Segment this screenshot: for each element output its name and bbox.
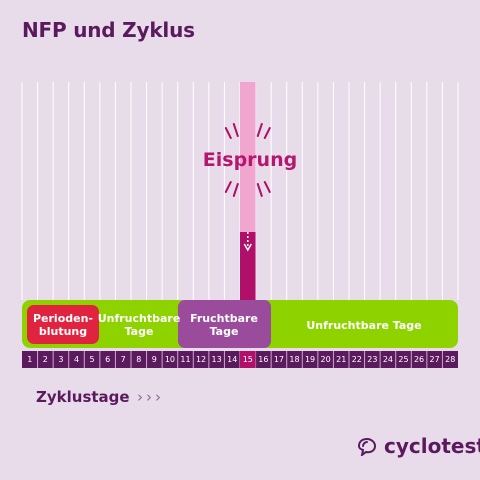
day-label: 5 (89, 355, 95, 364)
day-label: 23 (367, 355, 378, 364)
burst-ray (256, 183, 263, 197)
day-label: 25 (398, 355, 409, 364)
burst-ray (232, 183, 239, 197)
day-label: 16 (258, 355, 269, 364)
burst-ray (224, 127, 232, 139)
day-label: 8 (136, 355, 142, 364)
day-label: 22 (351, 355, 362, 364)
down-arrow-icon (243, 232, 252, 252)
day-label: 24 (382, 355, 394, 364)
fertile-phase-box (178, 300, 271, 348)
day-label: 17 (273, 355, 285, 364)
day-label: 3 (58, 355, 64, 364)
burst-ray (256, 123, 263, 137)
chevrons-icon: ››› (137, 388, 164, 406)
day-label: 28 (445, 355, 456, 364)
burst-ray (224, 181, 232, 193)
infertile-after-label: Unfruchtbare Tage (306, 318, 422, 332)
day-label: 10 (164, 355, 176, 364)
ovulation-column-dark (240, 232, 256, 322)
day-label: 19 (304, 355, 316, 364)
page-title: NFP und Zyklus (22, 18, 195, 42)
ovulation-label: Eisprung (202, 149, 298, 171)
burst-ray (232, 123, 239, 137)
day-label: 21 (336, 355, 347, 364)
day-label: 15 (242, 355, 253, 364)
axis-label: Zyklustage (36, 388, 130, 406)
burst-ray (263, 127, 271, 139)
day-label: 27 (429, 355, 440, 364)
day-label: 2 (42, 355, 48, 364)
period-label: Perioden- blutung (32, 312, 93, 338)
brand-name: cyclotest (384, 434, 480, 458)
fertile-label: Fruchtbare Tage (190, 312, 258, 338)
day-label: 12 (195, 355, 207, 364)
ovulation-burst-icon (224, 123, 271, 197)
day-label: 14 (227, 355, 238, 364)
day-label: 7 (120, 355, 126, 364)
day-label: 6 (105, 355, 111, 364)
day-label: 13 (211, 355, 222, 364)
arrow-head (243, 243, 252, 252)
day-label: 26 (413, 355, 425, 364)
day-label: 20 (320, 355, 331, 364)
day-label: 11 (180, 355, 191, 364)
day-label: 9 (151, 355, 157, 364)
brand-logo: cyclotest (356, 434, 480, 458)
day-label: 1 (27, 355, 33, 364)
day-label: 4 (73, 355, 80, 364)
ovulation-day-cell (240, 351, 256, 368)
day-label: 18 (289, 355, 300, 364)
ovulation-column-light (240, 82, 256, 232)
cyclotest-logo-icon (357, 437, 377, 456)
infertile-before-label: Unfruchtbare Tage (97, 312, 181, 338)
period-phase-box (27, 305, 99, 344)
burst-ray (263, 181, 271, 193)
